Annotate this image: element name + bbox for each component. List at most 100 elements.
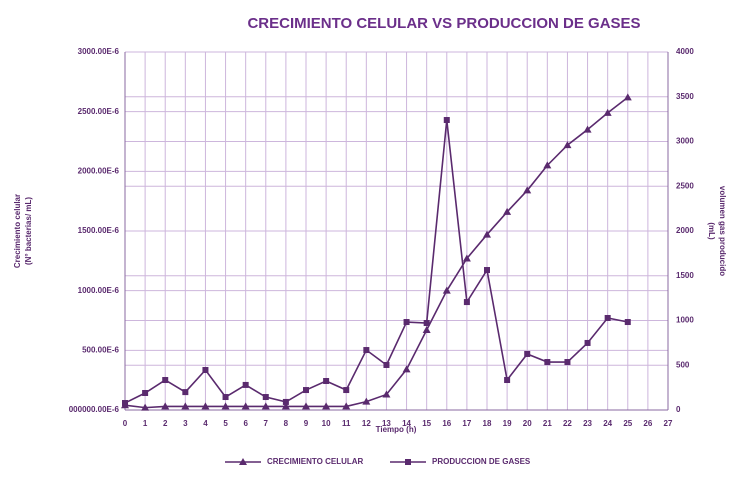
data-point bbox=[323, 378, 330, 385]
data-point bbox=[623, 93, 632, 101]
data-point bbox=[383, 361, 390, 368]
y2-tick-label: 3000 bbox=[676, 137, 694, 146]
data-point bbox=[483, 230, 491, 238]
data-point bbox=[584, 339, 591, 346]
x-tick-label: 3 bbox=[183, 419, 188, 428]
x-tick-label: 13 bbox=[382, 419, 391, 428]
data-point bbox=[202, 366, 209, 373]
y2-tick-label: 1500 bbox=[676, 271, 694, 280]
data-point bbox=[362, 397, 371, 405]
data-point bbox=[262, 394, 269, 401]
y2-tick-label: 0 bbox=[676, 405, 681, 414]
data-point bbox=[241, 402, 250, 410]
legend-label: PRODUCCION DE GASES bbox=[432, 457, 531, 466]
legend-label: CRECIMIENTO CELULAR bbox=[267, 457, 364, 466]
x-tick-label: 23 bbox=[583, 419, 592, 428]
data-point bbox=[503, 207, 512, 215]
x-tick-label: 14 bbox=[402, 419, 411, 428]
data-point bbox=[422, 326, 431, 334]
series-line bbox=[124, 119, 628, 404]
data-point bbox=[604, 314, 611, 321]
data-point bbox=[122, 400, 128, 407]
x-tick-label: 24 bbox=[603, 419, 612, 428]
y-tick-label: 500.00E-6 bbox=[82, 345, 119, 354]
data-point bbox=[443, 117, 450, 124]
y-tick-label: 1000.00E-6 bbox=[78, 286, 120, 295]
data-point bbox=[463, 299, 470, 306]
data-point bbox=[322, 402, 331, 410]
legend-marker bbox=[239, 458, 247, 465]
data-point bbox=[182, 389, 189, 396]
data-point bbox=[484, 267, 490, 274]
x-tick-label: 19 bbox=[503, 419, 512, 428]
x-tick-label: 1 bbox=[143, 419, 148, 428]
x-tick-label: 26 bbox=[643, 419, 652, 428]
x-tick-label: 16 bbox=[442, 419, 451, 428]
x-tick-label: 2 bbox=[163, 419, 168, 428]
x-tick-label: 20 bbox=[523, 419, 532, 428]
data-point bbox=[242, 381, 249, 388]
data-point bbox=[583, 125, 592, 133]
data-point bbox=[442, 286, 451, 294]
chart-title: CRECIMIENTO CELULAR VS PRODUCCION DE GAS… bbox=[247, 15, 640, 32]
x-tick-label: 5 bbox=[223, 419, 228, 428]
data-point bbox=[141, 403, 150, 411]
data-point bbox=[221, 402, 230, 410]
y-tick-label: 000000.00E-6 bbox=[69, 405, 120, 414]
data-point bbox=[181, 402, 190, 410]
x-tick-label: 6 bbox=[243, 419, 248, 428]
y2-tick-label: 1000 bbox=[676, 316, 694, 325]
y2-tick-label: 2500 bbox=[676, 181, 694, 190]
y2-tick-label: 500 bbox=[676, 360, 690, 369]
x-tick-label: 18 bbox=[483, 419, 492, 428]
x-tick-label: 4 bbox=[203, 419, 208, 428]
series-line bbox=[124, 96, 629, 409]
x-tick-label: 15 bbox=[422, 419, 431, 428]
x-tick-label: 0 bbox=[123, 419, 128, 428]
data-point bbox=[342, 402, 351, 410]
data-point bbox=[564, 359, 571, 366]
x-tick-label: 9 bbox=[304, 419, 309, 428]
data-point bbox=[161, 402, 170, 410]
y-tick-label: 2000.00E-6 bbox=[78, 166, 120, 175]
data-point bbox=[201, 402, 210, 410]
legend-marker bbox=[405, 459, 411, 465]
data-point bbox=[303, 387, 309, 394]
data-point bbox=[382, 390, 391, 398]
x-tick-label: 27 bbox=[664, 419, 673, 428]
x-tick-label: 21 bbox=[543, 419, 552, 428]
data-point bbox=[543, 161, 552, 169]
y2-axis-label: volumen gas producido bbox=[718, 186, 727, 276]
data-point bbox=[462, 254, 471, 262]
data-point bbox=[544, 359, 551, 366]
y-tick-label: 3000.00E-6 bbox=[78, 47, 120, 56]
y2-tick-label: 3500 bbox=[676, 92, 694, 101]
y-tick-label: 2500.00E-6 bbox=[78, 107, 120, 116]
data-point bbox=[142, 389, 149, 396]
y2-tick-label: 2000 bbox=[676, 226, 694, 235]
x-tick-label: 10 bbox=[322, 419, 331, 428]
y-tick-label: 1500.00E-6 bbox=[78, 226, 120, 235]
x-tick-label: 7 bbox=[264, 419, 269, 428]
data-point bbox=[504, 377, 511, 384]
data-point bbox=[162, 377, 169, 384]
data-point bbox=[523, 186, 532, 194]
data-point bbox=[402, 365, 411, 373]
x-tick-label: 17 bbox=[462, 419, 471, 428]
data-point bbox=[403, 319, 410, 326]
y2-axis-label: (mL) bbox=[707, 222, 716, 240]
data-point bbox=[423, 320, 430, 327]
data-point bbox=[222, 394, 229, 401]
data-point bbox=[363, 347, 370, 354]
data-point bbox=[302, 402, 310, 410]
data-point bbox=[343, 387, 350, 394]
data-point bbox=[603, 108, 612, 116]
data-point bbox=[524, 350, 531, 357]
x-tick-label: 25 bbox=[623, 419, 632, 428]
x-axis-label: Tiempo (h) bbox=[376, 425, 417, 434]
x-tick-label: 11 bbox=[342, 419, 351, 428]
x-tick-label: 12 bbox=[362, 419, 371, 428]
y-axis-label: (N° bacterias/ mL) bbox=[24, 197, 33, 265]
data-point bbox=[282, 398, 289, 405]
